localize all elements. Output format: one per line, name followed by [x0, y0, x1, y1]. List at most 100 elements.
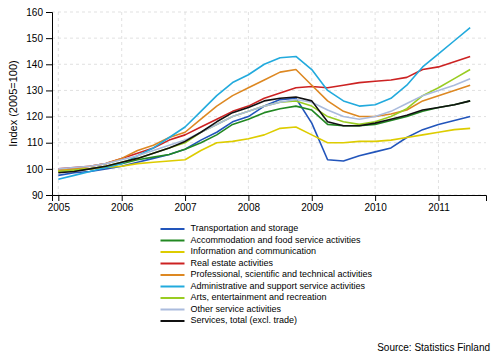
y-tick: 130 [26, 85, 52, 96]
y-tick-mark [46, 12, 52, 13]
legend-item: Other service activities [161, 304, 282, 314]
x-tick-mark [185, 195, 186, 201]
x-tick-mark [58, 195, 59, 201]
legend-item: Real estate activities [161, 258, 274, 268]
x-tick-label: 2010 [364, 202, 387, 213]
y-tick-mark [46, 143, 52, 144]
legend-swatch [161, 286, 185, 288]
x-tick: 2010 [364, 195, 387, 213]
y-tick: 110 [27, 137, 52, 148]
y-tick-mark [46, 64, 52, 65]
legend-item: Transportation and storage [161, 223, 299, 233]
legend-item: Information and communication [161, 246, 317, 256]
x-tick: 2008 [238, 195, 261, 213]
y-tick: 160 [26, 7, 52, 18]
y-tick-label: 160 [26, 7, 43, 18]
legend-swatch [161, 263, 185, 265]
x-tick: 2009 [301, 195, 324, 213]
x-tick-label: 2007 [174, 202, 197, 213]
x-tick-label: 2011 [428, 202, 450, 213]
y-tick-mark [46, 117, 52, 118]
legend-item: Services, total (excl. trade) [161, 315, 298, 325]
x-tick: 2011 [428, 195, 450, 213]
legend-label: Administrative and support service activ… [191, 281, 366, 291]
legend-label: Professional, scientific and technical a… [191, 269, 373, 279]
x-tick-label: 2006 [111, 202, 134, 213]
grid [52, 12, 486, 195]
y-tick-label: 120 [26, 111, 43, 122]
legend-label: Information and communication [191, 246, 317, 256]
legend-label: Transportation and storage [191, 223, 299, 233]
x-tick-label: 2009 [301, 202, 324, 213]
y-tick-label: 130 [26, 85, 43, 96]
y-tick-label: 110 [27, 137, 43, 148]
legend: Transportation and storage Accommodation … [161, 223, 373, 325]
legend-swatch [161, 240, 185, 242]
grid-line-y [52, 90, 486, 91]
series-line [58, 28, 470, 180]
grid-line-x [121, 12, 122, 195]
x-tick-label: 2008 [238, 202, 261, 213]
legend-label: Real estate activities [191, 258, 274, 268]
x-tick-mark [438, 195, 439, 201]
x-tick: 2006 [111, 195, 134, 213]
legend-item: Arts, entertainment and recreation [161, 292, 327, 302]
series-line [58, 79, 470, 169]
legend-swatch [161, 297, 185, 299]
series-line [58, 70, 470, 172]
y-tick: 100 [26, 164, 52, 175]
y-tick-label: 90 [32, 190, 44, 201]
legend-swatch [161, 228, 185, 230]
grid-line-x [58, 12, 59, 195]
y-tick-mark [46, 169, 52, 170]
y-tick: 90 [32, 190, 52, 201]
x-tick-label: 2005 [48, 202, 71, 213]
chart: 2005 2006 2007 2008 2009 2010 2011 90 100 110 120 1… [0, 0, 498, 357]
legend-label: Services, total (excl. trade) [191, 315, 298, 325]
legend-swatch [161, 274, 185, 276]
grid-line-x [185, 12, 186, 195]
grid-line-y [52, 12, 486, 13]
y-tick: 140 [26, 59, 52, 70]
series-line [58, 70, 470, 172]
grid-line-x [438, 12, 439, 195]
legend-swatch [161, 251, 185, 253]
y-tick: 150 [26, 33, 52, 44]
annotation: Source: Statistics Finland [377, 342, 490, 353]
legend-swatch [161, 320, 185, 322]
x-axis: 2005 2006 2007 2008 2009 2010 2011 [48, 195, 487, 213]
grid-line-x [375, 12, 376, 195]
x-tick-mark [312, 195, 313, 201]
legend-label: Accommodation and food service activitie… [191, 235, 362, 245]
y-tick: 120 [26, 111, 52, 122]
series-line [58, 97, 470, 173]
x-tick-mark [248, 195, 249, 201]
y-tick-mark [46, 195, 52, 196]
y-tick-label: 140 [26, 59, 43, 70]
grid-line-y [52, 142, 486, 143]
x-tick: 2005 [48, 195, 71, 213]
plot-area [58, 28, 470, 180]
grid-line-y [52, 64, 486, 65]
legend-item: Professional, scientific and technical a… [161, 269, 373, 279]
grid-line-x [311, 12, 312, 195]
series-line [58, 56, 470, 168]
grid-line-y [52, 38, 486, 39]
legend-label: Arts, entertainment and recreation [191, 292, 327, 302]
legend-swatch [161, 309, 185, 311]
x-tick-mark [375, 195, 376, 201]
y-tick-label: 100 [26, 164, 43, 175]
y-tick-mark [46, 90, 52, 91]
grid-line-x [248, 12, 249, 195]
grid-line-y [52, 116, 486, 117]
legend-label: Other service activities [191, 304, 282, 314]
x-axis-line [53, 196, 487, 202]
y-axis-title: Index (2005=100) [7, 60, 19, 147]
legend-item: Accommodation and food service activitie… [161, 235, 362, 245]
x-tick-mark [122, 195, 123, 201]
grid-line-y [52, 168, 486, 169]
y-axis-line [46, 13, 53, 196]
y-axis: 90 100 110 120 130 140 150 160 [26, 7, 52, 201]
y-tick-label: 150 [26, 33, 43, 44]
y-tick-mark [46, 38, 52, 39]
